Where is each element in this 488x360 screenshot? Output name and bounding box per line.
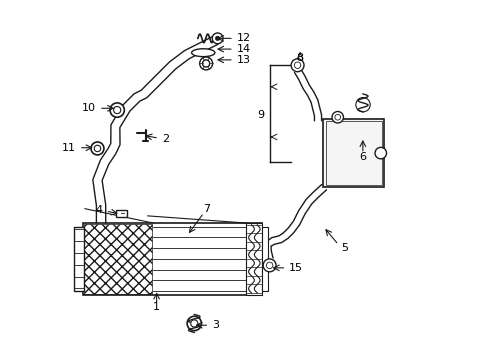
Circle shape xyxy=(263,259,276,272)
Circle shape xyxy=(190,320,198,327)
Circle shape xyxy=(290,59,304,72)
Text: 2: 2 xyxy=(162,134,169,144)
Text: 11: 11 xyxy=(62,143,76,153)
Text: 5: 5 xyxy=(341,243,347,253)
Circle shape xyxy=(294,62,300,68)
Text: 9: 9 xyxy=(257,111,264,121)
Bar xyxy=(325,121,382,185)
Bar xyxy=(262,226,267,291)
Circle shape xyxy=(212,33,223,44)
Circle shape xyxy=(215,36,219,41)
Bar xyxy=(323,119,384,187)
Text: 13: 13 xyxy=(237,55,251,65)
Text: 1: 1 xyxy=(153,302,160,312)
Circle shape xyxy=(334,114,340,120)
Text: 6: 6 xyxy=(359,152,366,162)
Bar xyxy=(246,223,262,295)
Bar xyxy=(83,223,262,295)
Text: 15: 15 xyxy=(289,263,303,273)
Text: 14: 14 xyxy=(237,44,251,54)
Text: 3: 3 xyxy=(212,320,219,330)
Text: 4: 4 xyxy=(96,206,102,216)
Circle shape xyxy=(266,262,272,269)
Text: 7: 7 xyxy=(203,204,210,214)
Text: 8: 8 xyxy=(296,53,303,63)
Bar xyxy=(84,224,152,294)
Circle shape xyxy=(331,112,343,123)
Circle shape xyxy=(187,316,201,330)
Text: 12: 12 xyxy=(237,33,251,43)
Bar xyxy=(116,210,126,217)
Circle shape xyxy=(91,142,104,155)
Circle shape xyxy=(94,145,101,152)
Circle shape xyxy=(199,57,212,70)
Circle shape xyxy=(110,103,124,117)
Circle shape xyxy=(113,107,121,114)
Circle shape xyxy=(202,60,209,67)
Circle shape xyxy=(374,147,386,159)
Ellipse shape xyxy=(191,49,214,57)
Text: 10: 10 xyxy=(81,103,96,113)
Circle shape xyxy=(355,98,369,112)
Bar xyxy=(74,226,84,291)
